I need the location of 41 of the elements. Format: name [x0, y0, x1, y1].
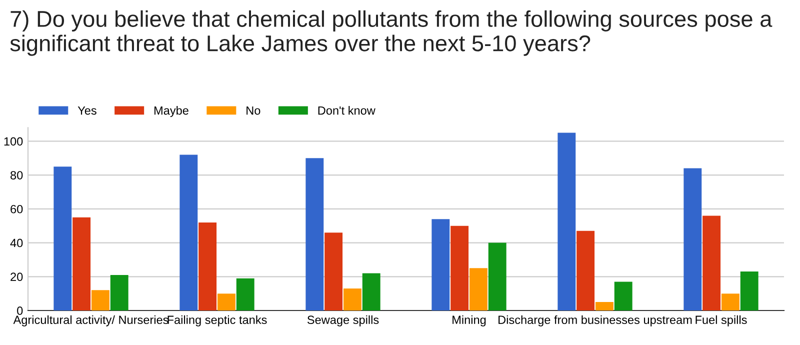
y-tick-label: 100: [4, 137, 23, 146]
bar: [180, 154, 198, 310]
legend-label: Don't know: [318, 106, 376, 115]
bar: [684, 168, 702, 310]
y-tick-label: 20: [10, 272, 23, 282]
x-tick-label: Sewage spills: [307, 315, 379, 326]
bar: [488, 242, 506, 310]
legend-label: Maybe: [154, 106, 188, 118]
bar: [72, 217, 91, 310]
bar: [432, 219, 450, 310]
legend-label: Yes: [78, 106, 96, 115]
y-tick-label: 0: [17, 306, 23, 315]
bar: [558, 132, 576, 310]
bar: [54, 166, 72, 310]
bar: [362, 273, 380, 310]
bar: [721, 294, 740, 310]
bar: [702, 216, 721, 310]
bar: [236, 278, 254, 310]
y-tick-label: 60: [10, 204, 23, 214]
bar: [217, 294, 236, 310]
bar: [450, 226, 469, 310]
bar: [595, 302, 614, 310]
x-tick-label: Agricultural activity/ Nurseries: [13, 315, 168, 326]
y-tick-label: 80: [10, 171, 23, 180]
x-tick-label: Failing septic tanks: [168, 315, 267, 326]
x-tick-label: Mining: [452, 315, 486, 326]
bar: [198, 222, 217, 310]
bar: [343, 288, 362, 310]
x-tick-label: Discharge from businesses upstream: [498, 315, 692, 326]
bar: [469, 268, 488, 310]
bar: [306, 158, 324, 310]
chart-title: 7) Do you believe that chemical pollutants from the following sources pose a significant threat to Lake James over the next 5-10 years?: [10, 10, 772, 56]
bar: [110, 274, 128, 310]
y-tick-label: 40: [10, 238, 23, 248]
bar: [324, 232, 343, 310]
bar: [614, 282, 632, 310]
legend-label: No: [246, 106, 260, 115]
bar: [576, 230, 595, 310]
bar: [740, 272, 758, 310]
x-tick-label: Fuel spills: [696, 315, 747, 326]
bar: [91, 290, 110, 310]
